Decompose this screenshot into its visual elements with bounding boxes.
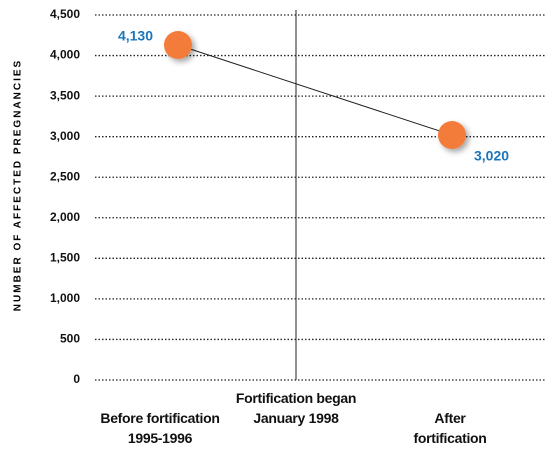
x-tick-label: Before fortification 1995-1996	[100, 410, 220, 446]
y-tick-label: 2,000	[50, 210, 80, 224]
y-tick-label: 4,500	[50, 7, 80, 21]
y-axis-label: NUMBER OF AFFECTED PREGNANCIES	[13, 59, 24, 311]
data-label: 4,130	[118, 28, 153, 44]
y-tick-label: 4,000	[50, 48, 80, 62]
data-label: 3,020	[474, 148, 509, 164]
point	[164, 31, 192, 60]
y-tick-label: 2,500	[50, 169, 80, 183]
y-tick-label: 500	[60, 332, 80, 346]
annotation: Fortification began January 1998	[235, 390, 357, 426]
y-tick-label: 1,500	[50, 251, 80, 265]
y-tick-label: 0	[73, 372, 80, 386]
y-tick-label: 1,000	[50, 291, 80, 305]
y-tick-label: 3,500	[50, 88, 80, 102]
x-tick-label: After fortification 1999-2000	[413, 410, 487, 446]
line	[177, 44, 453, 136]
point	[438, 121, 466, 150]
y-tick-label: 3,000	[50, 129, 80, 143]
